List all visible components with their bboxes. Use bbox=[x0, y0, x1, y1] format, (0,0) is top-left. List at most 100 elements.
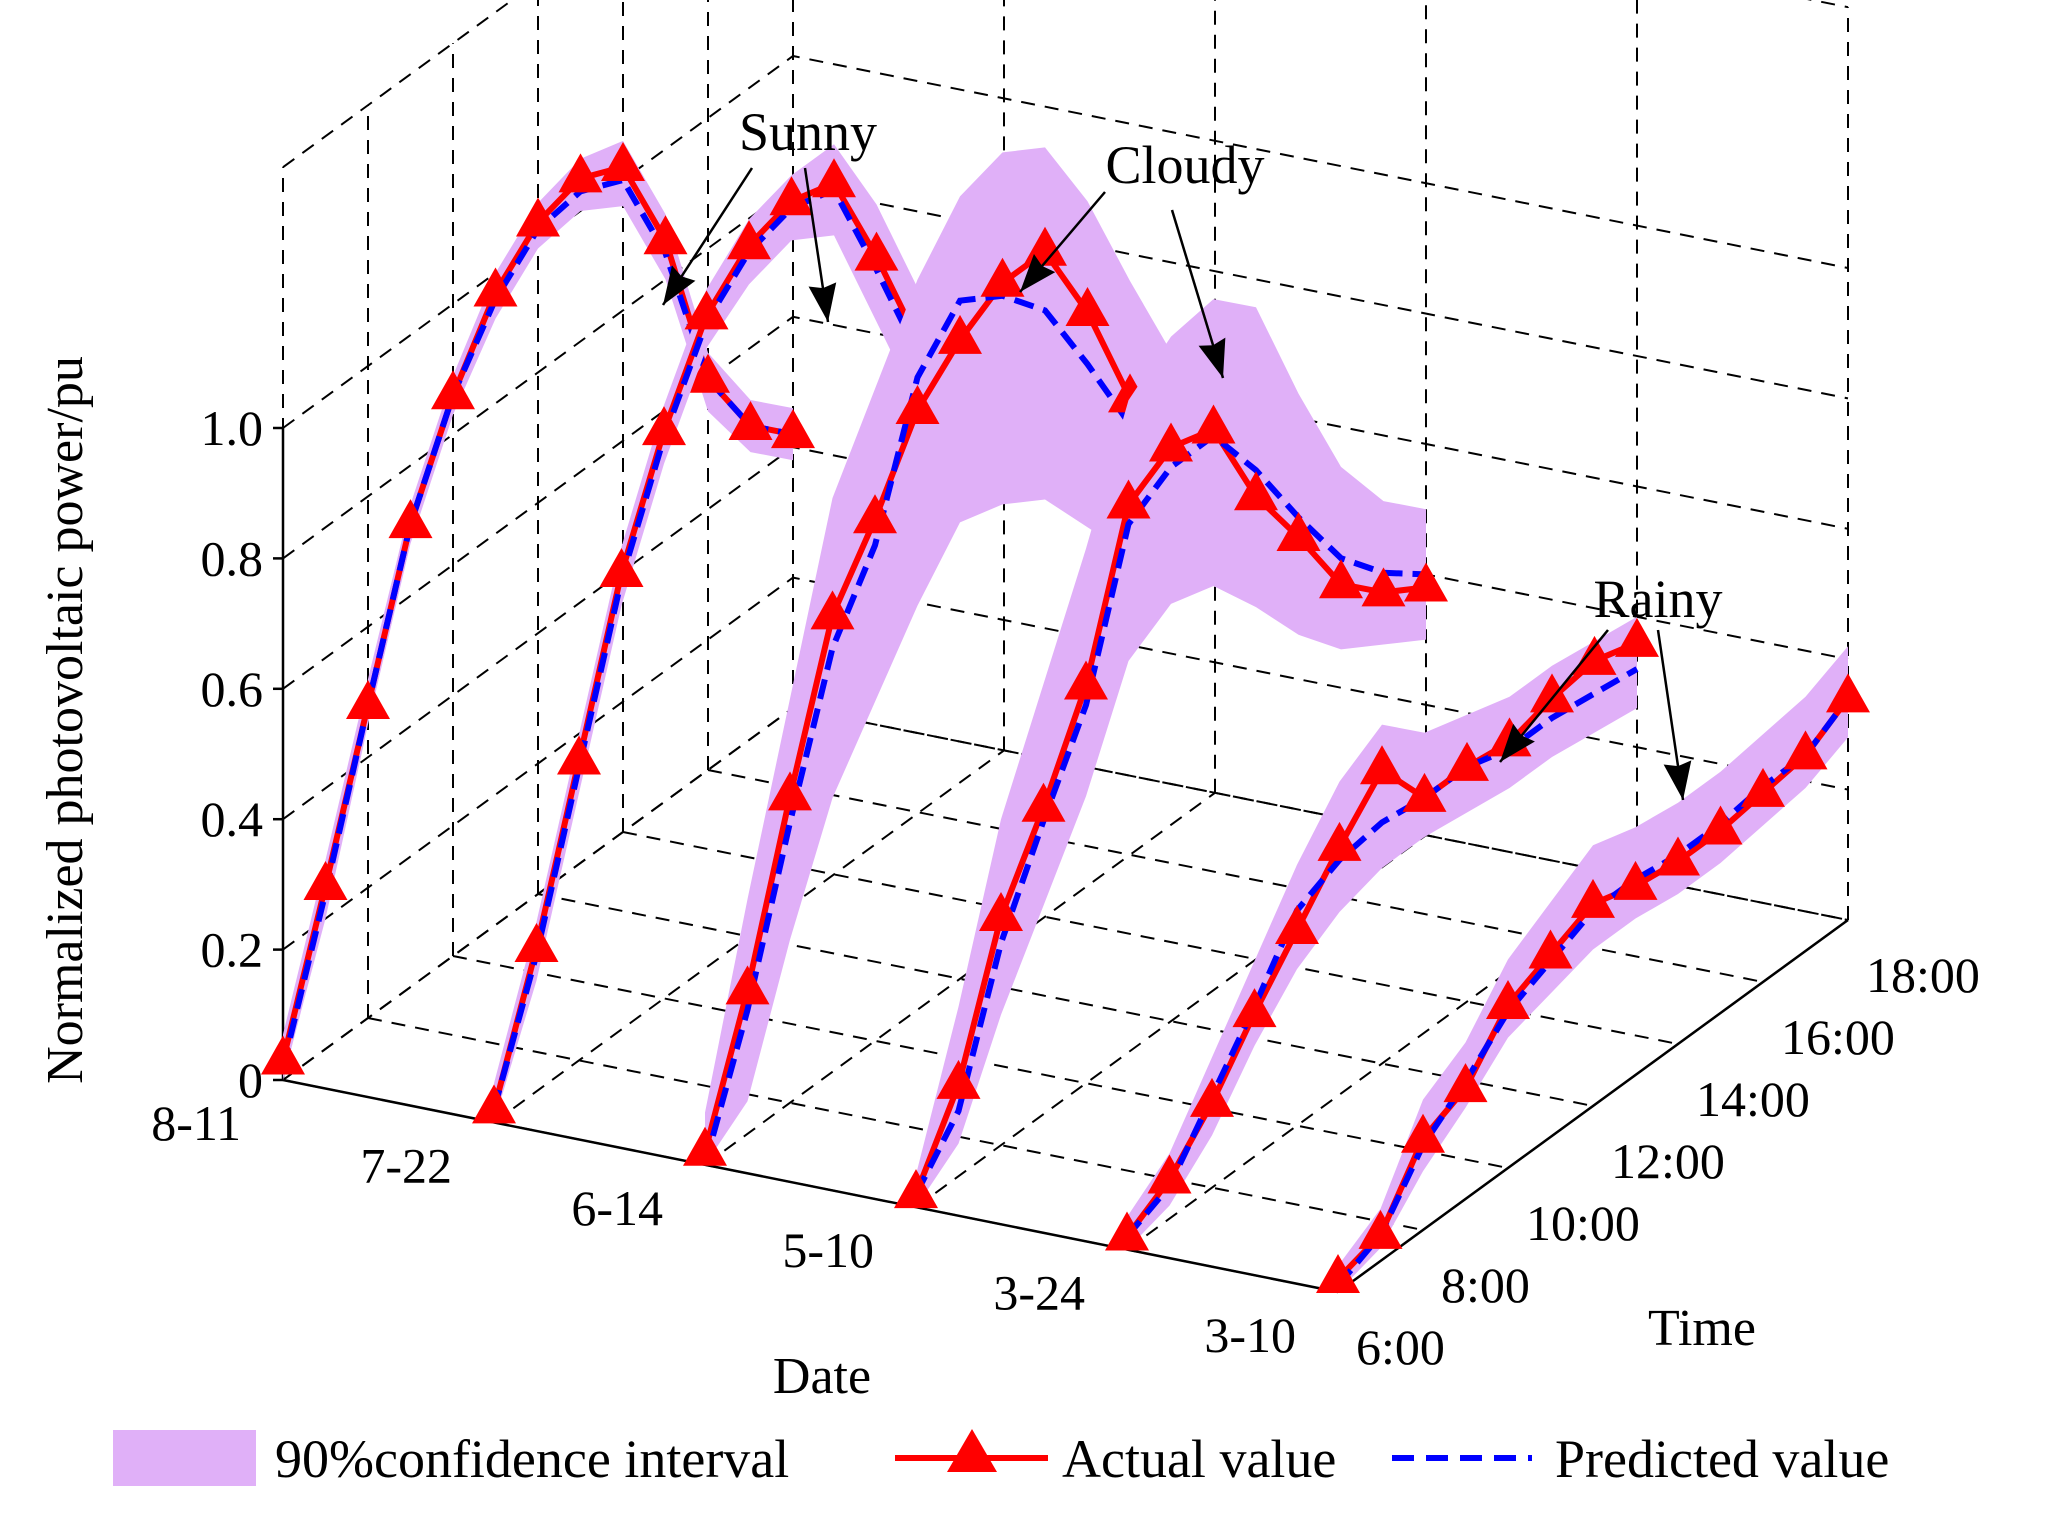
actual-marker-3-24-2 bbox=[1190, 1077, 1234, 1117]
actual-marker-5-10-1 bbox=[936, 1059, 981, 1099]
actual-marker-3-10-11 bbox=[1783, 730, 1828, 770]
actual-marker-7-22-8 bbox=[812, 158, 856, 198]
actual-marker-8-11-8 bbox=[601, 141, 645, 181]
actual-marker-8-11-12 bbox=[771, 409, 815, 449]
confidence-band-8-11 bbox=[283, 140, 793, 1080]
actual-marker-5-10-4 bbox=[1064, 660, 1108, 700]
arrow-rainy-2-head bbox=[1663, 760, 1692, 800]
grid-floor-date-2 bbox=[704, 791, 1216, 1166]
actual-marker-7-22-3 bbox=[599, 548, 644, 587]
actual-marker-7-22-4 bbox=[642, 406, 686, 446]
actual-marker-8-11-0 bbox=[261, 1035, 305, 1075]
actual-marker-3-10-5 bbox=[1528, 929, 1573, 969]
actual-marker-7-22-7 bbox=[769, 176, 814, 216]
actual-marker-3-10-3 bbox=[1443, 1063, 1488, 1103]
annotation-sunny: Sunny bbox=[739, 102, 877, 162]
date-tick-label-5: 3-10 bbox=[1204, 1307, 1296, 1363]
actual-marker-5-10-7 bbox=[1191, 404, 1236, 444]
actual-marker-8-11-2 bbox=[346, 680, 390, 720]
series-7-22 bbox=[472, 144, 1026, 1124]
actual-marker-3-10-1 bbox=[1358, 1209, 1403, 1249]
actual-marker-8-11-7 bbox=[558, 153, 603, 193]
legend: 90%confidence interval Actual value Pred… bbox=[113, 1429, 1889, 1489]
actual-marker-5-10-12 bbox=[1404, 562, 1448, 602]
actual-marker-7-22-0 bbox=[472, 1084, 516, 1124]
date-tick-label-2: 6-14 bbox=[571, 1180, 663, 1236]
legend-actual-label: Actual value bbox=[1062, 1429, 1336, 1489]
actual-marker-6-14-4 bbox=[853, 494, 897, 534]
actual-marker-3-10-12 bbox=[1826, 673, 1870, 713]
legend-interval-swatch bbox=[113, 1430, 256, 1486]
z-tick-label-5: 1.0 bbox=[201, 400, 264, 456]
actual-marker-3-24-4 bbox=[1275, 905, 1319, 944]
actual-marker-3-24-12 bbox=[1615, 617, 1659, 657]
confidence-band-6-14 bbox=[705, 147, 1215, 1165]
actual-marker-3-10-4 bbox=[1486, 980, 1530, 1019]
series-layer bbox=[261, 140, 1870, 1293]
actual-marker-7-22-5 bbox=[684, 290, 729, 330]
time-tick-label-0: 6:00 bbox=[1356, 1319, 1445, 1375]
actual-marker-5-10-8 bbox=[1234, 471, 1278, 511]
actual-marker-7-22-6 bbox=[727, 220, 771, 260]
actual-marker-6-14-3 bbox=[810, 590, 855, 630]
time-tick-label-2: 10:00 bbox=[1526, 1195, 1640, 1251]
grid-top-edge bbox=[282, 0, 1849, 169]
actual-marker-7-22-2 bbox=[557, 735, 601, 775]
actual-marker-8-11-6 bbox=[516, 197, 560, 237]
actual-marker-7-22-9 bbox=[854, 231, 899, 271]
actual-marker-8-11-3 bbox=[388, 499, 433, 539]
actual-marker-3-10-7 bbox=[1613, 860, 1658, 900]
actual-marker-3-24-10 bbox=[1530, 673, 1574, 713]
actual-marker-3-10-8 bbox=[1656, 836, 1700, 876]
actual-marker-3-24-6 bbox=[1360, 745, 1404, 785]
grid-floor-time-1 bbox=[367, 1017, 1424, 1231]
actual-marker-3-10-6 bbox=[1571, 878, 1615, 918]
actual-marker-3-24-1 bbox=[1147, 1154, 1192, 1194]
actual-marker-6-14-2 bbox=[768, 771, 812, 811]
actual-marker-6-14-5 bbox=[895, 384, 940, 424]
date-axis-line bbox=[282, 1078, 1339, 1294]
actual-marker-3-24-5 bbox=[1317, 821, 1362, 861]
date-tick-label-4: 3-24 bbox=[993, 1265, 1085, 1321]
actual-marker-6-14-0 bbox=[683, 1126, 727, 1166]
actual-marker-3-24-0 bbox=[1105, 1211, 1149, 1251]
date-tick-label-0: 8-11 bbox=[151, 1095, 241, 1151]
predicted-line-6-14 bbox=[702, 292, 1216, 1166]
actual-marker-3-24-7 bbox=[1402, 772, 1447, 812]
arrow-cloudy-2-head bbox=[1198, 337, 1226, 378]
annotation-rainy: Rainy bbox=[1594, 569, 1723, 629]
grid-floor-date-3 bbox=[915, 834, 1427, 1209]
z-tick-label-4: 0.8 bbox=[201, 530, 264, 586]
z-tick-label-3: 0.6 bbox=[201, 661, 264, 717]
actual-marker-5-10-10 bbox=[1319, 559, 1363, 599]
actual-marker-3-24-11 bbox=[1572, 635, 1617, 675]
actual-marker-7-22-1 bbox=[514, 922, 559, 962]
grid-floor-time-3 bbox=[537, 893, 1594, 1107]
weather-annotations: Sunny Cloudy Rainy bbox=[661, 102, 1723, 801]
actual-marker-3-24-8 bbox=[1445, 741, 1489, 781]
legend-predicted-label: Predicted value bbox=[1555, 1429, 1889, 1489]
annotation-cloudy: Cloudy bbox=[1105, 135, 1264, 195]
actual-marker-5-10-2 bbox=[979, 892, 1023, 931]
actual-marker-5-10-5 bbox=[1106, 479, 1151, 519]
x-axis-title: Date bbox=[773, 1348, 871, 1405]
time-axis-line bbox=[1337, 918, 1849, 1294]
predicted-line-5-10 bbox=[913, 432, 1427, 1196]
z-tick-label-2: 0.4 bbox=[201, 791, 264, 847]
time-tick-label-3: 12:00 bbox=[1611, 1133, 1725, 1189]
arrow-sunny-1-head bbox=[663, 265, 696, 305]
time-tick-label-6: 18:00 bbox=[1866, 947, 1980, 1003]
actual-marker-5-10-0 bbox=[894, 1169, 938, 1209]
actual-marker-6-14-1 bbox=[725, 965, 770, 1005]
z-tick-label-0: 0 bbox=[238, 1052, 263, 1108]
actual-marker-6-14-7 bbox=[980, 257, 1025, 297]
actual-marker-8-11-5 bbox=[473, 267, 518, 307]
grid-floor-date-0 bbox=[282, 707, 794, 1081]
y-axis-title: Time bbox=[1648, 1300, 1756, 1357]
actual-marker-8-11-1 bbox=[303, 861, 348, 900]
time-tick-label-5: 16:00 bbox=[1781, 1009, 1895, 1065]
actual-marker-5-10-3 bbox=[1021, 782, 1066, 822]
date-tick-label-1: 7-22 bbox=[360, 1137, 452, 1193]
actual-marker-8-11-10 bbox=[686, 353, 730, 393]
